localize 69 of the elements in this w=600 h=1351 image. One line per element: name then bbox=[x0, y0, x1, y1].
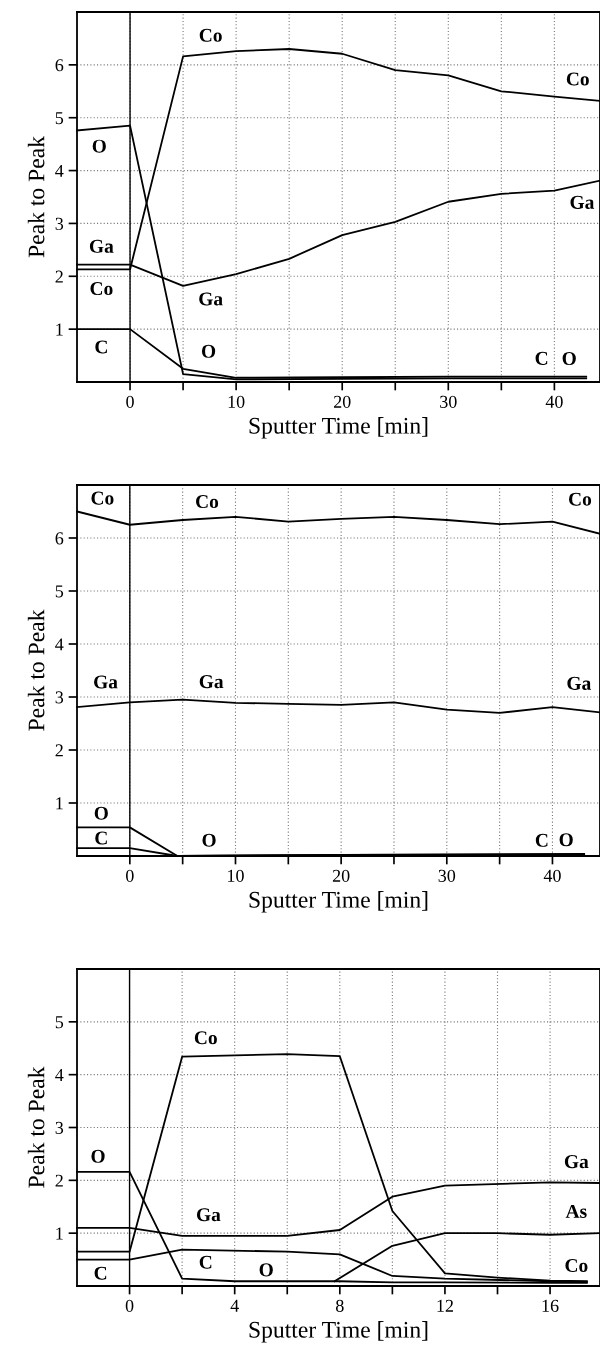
y-axis-title: Peak to Peak bbox=[27, 609, 45, 731]
x-axis-title: Sputter Time [min] bbox=[249, 891, 428, 913]
series-label: Co bbox=[565, 1259, 588, 1273]
series-label: C bbox=[95, 831, 107, 845]
y-tick-label: 5 bbox=[55, 585, 64, 598]
y-tick-label: 4 bbox=[55, 1069, 64, 1081]
x-tick-label: 16 bbox=[542, 1299, 559, 1312]
x-tick-label: 12 bbox=[437, 1299, 453, 1312]
y-tick-label: 2 bbox=[55, 270, 63, 283]
text: C bbox=[94, 1266, 107, 1280]
y-tick-label: 1 bbox=[56, 797, 63, 810]
text: O bbox=[94, 806, 108, 820]
text: Co bbox=[90, 282, 113, 296]
text: C bbox=[535, 351, 548, 365]
text: Co bbox=[91, 491, 114, 505]
series-label: Ga bbox=[199, 675, 224, 689]
x-tick-label: 4 bbox=[230, 1299, 239, 1312]
y-tick-label: 2 bbox=[55, 1174, 63, 1187]
x-tick-label: 40 bbox=[545, 395, 563, 408]
text: O bbox=[562, 352, 576, 366]
y-tick-label: 4 bbox=[55, 638, 64, 651]
y-tick-label: 6 bbox=[55, 59, 64, 72]
text: Ga bbox=[196, 1208, 221, 1222]
x-tick-label: 20 bbox=[333, 395, 351, 408]
x-tick-label: 8 bbox=[335, 1299, 344, 1312]
y-tick-label: 3 bbox=[55, 1121, 64, 1134]
text: O bbox=[91, 1149, 105, 1163]
text: Co bbox=[194, 1031, 217, 1045]
y-axis-title: Peak to Peak bbox=[27, 1066, 45, 1188]
x-tick-label: 0 bbox=[126, 869, 134, 882]
series-label: Ga bbox=[570, 195, 595, 209]
y-tick-label: 1 bbox=[56, 323, 63, 336]
x-tick-label: 10 bbox=[228, 869, 244, 882]
y-tick-label: 3 bbox=[55, 217, 64, 230]
x-tick-label: 30 bbox=[438, 869, 456, 882]
series-label: C bbox=[199, 1255, 212, 1269]
series-label: O bbox=[559, 833, 573, 847]
text: Co bbox=[566, 72, 589, 86]
series-label: Co bbox=[199, 28, 222, 42]
x-tick-label: 0 bbox=[126, 395, 134, 408]
x-tick-label: 20 bbox=[332, 869, 350, 882]
text: O bbox=[202, 833, 216, 847]
series-label: C bbox=[95, 340, 107, 354]
y-tick-label: 3 bbox=[55, 691, 64, 704]
y-tick-label: 6 bbox=[55, 532, 64, 545]
x-axis-title: Sputter Time [min] bbox=[249, 1321, 428, 1343]
x-tick-label: 0 bbox=[125, 1299, 134, 1312]
text: Ga bbox=[567, 676, 591, 690]
text: Co bbox=[568, 492, 592, 506]
text: Ga bbox=[94, 675, 118, 689]
x-axis-title: Sputter Time [min] bbox=[249, 417, 428, 439]
y-tick-label: 1 bbox=[56, 1227, 63, 1240]
series-label: O bbox=[259, 1263, 273, 1277]
x-tick-label: 10 bbox=[228, 395, 245, 408]
series-label: O bbox=[92, 139, 106, 153]
x-tick-label: 30 bbox=[440, 395, 457, 408]
y-tick-label: 2 bbox=[55, 744, 63, 757]
series-label: As bbox=[565, 1204, 587, 1218]
series-label: Ga bbox=[564, 1155, 589, 1169]
text: C bbox=[535, 833, 548, 847]
y-tick-label: 5 bbox=[55, 112, 64, 125]
x-tick-label: 40 bbox=[543, 869, 561, 882]
text: O bbox=[201, 344, 216, 358]
text: Ga bbox=[89, 239, 114, 253]
y-axis-title: Peak to Peak bbox=[27, 136, 45, 258]
y-tick-label: 4 bbox=[55, 164, 64, 177]
y-tick-label: 5 bbox=[55, 1016, 64, 1029]
series-label: Co bbox=[196, 495, 219, 509]
text: Ga bbox=[199, 292, 223, 306]
